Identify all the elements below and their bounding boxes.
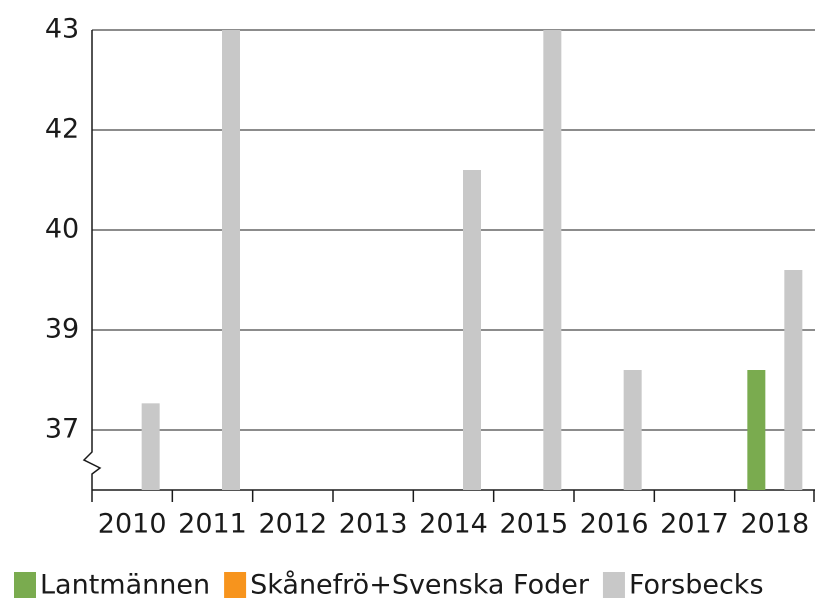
legend-swatch [602, 572, 625, 598]
y-tick-label: 37 [45, 414, 79, 445]
bar [463, 170, 481, 490]
y-tick-label: 43 [45, 14, 79, 45]
legend-swatch [224, 572, 247, 598]
bar [222, 30, 240, 490]
bar [141, 403, 160, 490]
bar [784, 270, 803, 490]
y-tick-label: 42 [45, 114, 79, 145]
y-tick-label: 40 [45, 214, 79, 245]
x-tick-label: 2010 [98, 509, 167, 540]
bar [623, 370, 642, 490]
bar [747, 370, 766, 490]
legend-swatch [14, 572, 36, 598]
x-tick-label: 2018 [740, 509, 809, 540]
bar [543, 30, 562, 490]
x-tick-label: 2015 [499, 509, 568, 540]
y-axis [82, 30, 102, 490]
x-tick-label: 2011 [178, 509, 247, 540]
y-tick-label: 39 [45, 314, 79, 345]
x-tick-label: 2013 [339, 509, 408, 540]
x-tick-label: 2014 [419, 509, 488, 540]
x-tick-label: 2012 [258, 509, 327, 540]
legend-label: Lantmännen [40, 570, 210, 601]
x-tick-label: 2017 [660, 509, 729, 540]
x-tick-label: 2016 [580, 509, 649, 540]
legend-label: Skånefrö+Svenska Foder [250, 570, 590, 601]
legend-label: Forsbecks [629, 570, 764, 601]
